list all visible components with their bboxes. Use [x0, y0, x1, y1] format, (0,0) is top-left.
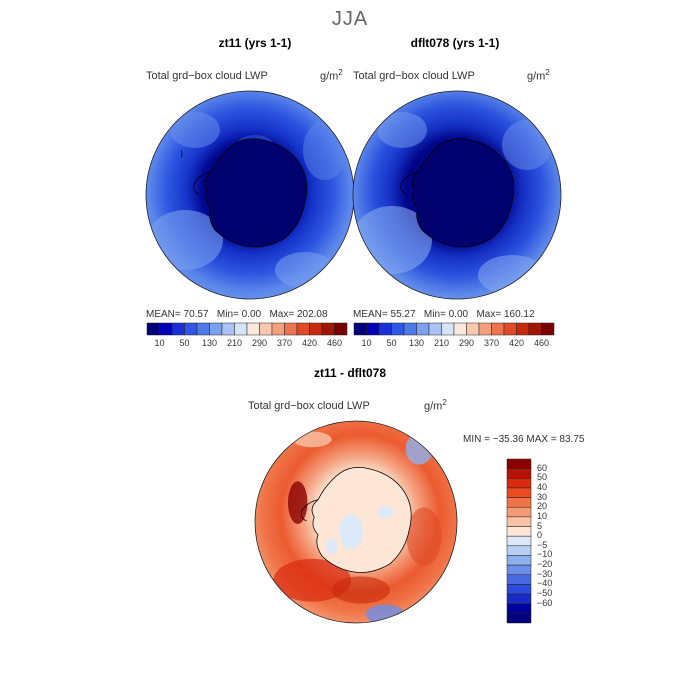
colorbar-swatch: [366, 322, 380, 336]
colorbar-swatch: [428, 322, 442, 336]
colorbar-label: 420: [301, 338, 318, 348]
colorbar-swatch: [506, 564, 532, 576]
colorbar-label: 60: [537, 462, 548, 473]
colorbar-swatch: [353, 322, 367, 336]
colorbar-label: 290: [458, 338, 475, 348]
colorbar-swatch: [506, 613, 532, 624]
colorbar-swatch: [506, 516, 532, 527]
colorbar-label: 50: [537, 472, 548, 483]
colorbar-swatch: [506, 497, 532, 508]
colorbar-label: −40: [537, 578, 553, 589]
colorbar-swatch: [541, 322, 555, 336]
colorbar-label: 5: [537, 520, 543, 531]
panel-1-colorbar: [146, 322, 348, 336]
colorbar-label: 370: [276, 338, 293, 348]
difference-map: [254, 420, 458, 624]
colorbar-label: 210: [226, 338, 243, 348]
colorbar-label: 210: [433, 338, 450, 348]
colorbar-label: 460: [533, 338, 550, 348]
colorbar-label: 10: [361, 338, 372, 348]
colorbar-label: 10: [537, 510, 548, 521]
colorbar-swatch: [271, 322, 285, 336]
colorbar-swatch: [506, 526, 532, 537]
panel-1-units: g/m2: [320, 68, 343, 83]
panel-2-units: g/m2: [527, 68, 550, 83]
colorbar-swatch: [296, 322, 310, 336]
panel-1-map: [145, 90, 355, 300]
panel-2-variable: Total grd−box cloud LWP: [353, 70, 475, 82]
colorbar-swatch: [221, 322, 235, 336]
colorbar-label: −10: [537, 549, 553, 560]
colorbar-swatch: [159, 322, 173, 336]
colorbar-swatch: [184, 322, 198, 336]
panel-2-map: [352, 90, 562, 300]
colorbar-label: 420: [508, 338, 525, 348]
colorbar-swatch: [196, 322, 210, 336]
colorbar-label: 50: [179, 338, 190, 348]
colorbar-label: 130: [408, 338, 425, 348]
colorbar-label: 0: [537, 530, 543, 541]
colorbar-swatch: [503, 322, 517, 336]
difference-min-max: MIN = −35.36 MAX = 83.75: [463, 434, 585, 445]
colorbar-label: 290: [251, 338, 268, 348]
colorbar-swatch: [506, 555, 532, 566]
colorbar-swatch: [309, 322, 323, 336]
colorbar-label: −60: [537, 597, 553, 608]
difference-colorbar: [506, 458, 532, 624]
panel-1-stats: MEAN= 70.57 Min= 0.00 Max= 202.08: [146, 309, 328, 320]
panel-2-title: dflt078 (yrs 1-1): [410, 36, 500, 50]
colorbar-label: 40: [537, 481, 548, 492]
colorbar-swatch: [506, 603, 532, 614]
colorbar-swatch: [466, 322, 480, 336]
colorbar-swatch: [321, 322, 335, 336]
colorbar-label: −50: [537, 588, 553, 599]
colorbar-swatch: [506, 535, 532, 547]
colorbar-swatch: [284, 322, 298, 336]
difference-title: zt11 - dflt078: [313, 366, 387, 380]
page-title: JJA: [331, 8, 369, 30]
colorbar-swatch: [506, 487, 532, 498]
colorbar-label: 130: [201, 338, 218, 348]
colorbar-swatch: [453, 322, 467, 336]
colorbar-swatch: [491, 322, 505, 336]
panel-1-title: zt11 (yrs 1-1): [218, 36, 292, 50]
colorbar-label: 460: [326, 338, 343, 348]
colorbar-swatch: [209, 322, 223, 336]
colorbar-swatch: [506, 584, 532, 595]
difference-variable: Total grd−box cloud LWP: [248, 400, 370, 412]
colorbar-swatch: [528, 322, 542, 336]
colorbar-label: 30: [537, 491, 548, 502]
colorbar-swatch: [378, 322, 392, 336]
colorbar-swatch: [506, 506, 532, 518]
colorbar-label: −5: [537, 539, 548, 550]
colorbar-swatch: [506, 478, 532, 489]
colorbar-swatch: [441, 322, 455, 336]
colorbar-label: 50: [386, 338, 397, 348]
difference-units: g/m2: [424, 398, 447, 413]
colorbar-swatch: [506, 545, 532, 556]
colorbar-swatch: [506, 468, 532, 479]
colorbar-swatch: [391, 322, 405, 336]
colorbar-swatch: [478, 322, 492, 336]
colorbar-swatch: [403, 322, 417, 336]
colorbar-swatch: [506, 458, 532, 469]
colorbar-swatch: [506, 593, 532, 604]
colorbar-label: −20: [537, 559, 553, 570]
colorbar-swatch: [246, 322, 260, 336]
colorbar-label: 10: [154, 338, 165, 348]
colorbar-swatch: [416, 322, 430, 336]
colorbar-swatch: [259, 322, 273, 336]
colorbar-label: 20: [537, 501, 548, 512]
colorbar-swatch: [516, 322, 530, 336]
panel-2-stats: MEAN= 55.27 Min= 0.00 Max= 160.12: [353, 309, 535, 320]
colorbar-swatch: [234, 322, 248, 336]
colorbar-swatch: [146, 322, 160, 336]
colorbar-swatch: [171, 322, 185, 336]
colorbar-swatch: [506, 574, 532, 585]
colorbar-label: −30: [537, 568, 553, 579]
panel-2-colorbar: [353, 322, 555, 336]
colorbar-label: 370: [483, 338, 500, 348]
colorbar-swatch: [334, 322, 348, 336]
panel-1-variable: Total grd−box cloud LWP: [146, 70, 268, 82]
